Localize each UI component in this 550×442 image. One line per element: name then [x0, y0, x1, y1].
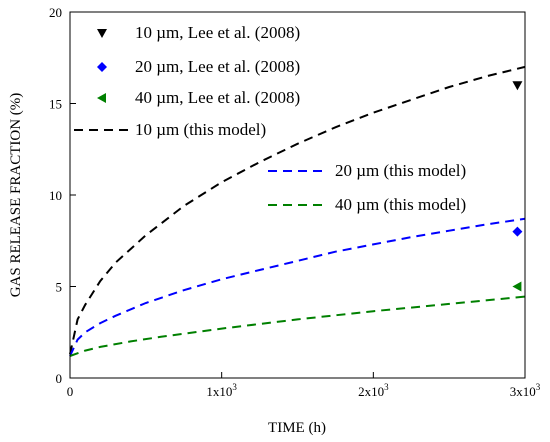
y-tick-label: 5	[56, 280, 63, 295]
y-tick-label: 0	[56, 371, 63, 386]
legend-item-40-um-lee-et-al-2008: 40 µm, Lee et al. (2008)	[97, 88, 300, 107]
data-point-40-um-lee-et-al-2008	[512, 281, 522, 292]
x-tick-label: 2x103	[358, 382, 389, 399]
legend-item-20-um-this-model: 20 µm (this model)	[268, 161, 466, 180]
legend-label: 40 µm (this model)	[335, 195, 466, 214]
legend-item-40-um-this-model: 40 µm (this model)	[268, 195, 466, 214]
ticks-layer: 0 1x103 2x103 3x103 0 5 10 15 20	[49, 5, 541, 399]
legend-label: 10 µm (this model)	[135, 120, 266, 139]
x-tick-label: 1x103	[206, 382, 237, 399]
legend-label: 20 µm (this model)	[335, 161, 466, 180]
x-tick-label: 0	[67, 384, 74, 399]
legend-label: 40 µm, Lee et al. (2008)	[135, 88, 300, 107]
x-axis-label: TIME (h)	[268, 420, 326, 436]
legend-item-10-um-lee-et-al-2008: 10 µm, Lee et al. (2008)	[97, 23, 300, 42]
legend-label: 10 µm, Lee et al. (2008)	[135, 23, 300, 42]
series-line-10-um-this-model	[69, 65, 526, 355]
data-point-10-um-lee-et-al-2008	[512, 81, 523, 91]
legend-item-20-um-lee-et-al-2008: 20 µm, Lee et al. (2008)	[97, 57, 300, 76]
legend-swatch	[97, 93, 106, 103]
series-line-20-um-this-model	[69, 217, 526, 357]
legend-item-10-um-this-model: 10 µm (this model)	[74, 120, 266, 139]
legend: 10 µm, Lee et al. (2008) 20 µm, Lee et al…	[74, 23, 466, 214]
legend-swatch	[97, 62, 107, 72]
legend-label: 20 µm, Lee et al. (2008)	[135, 57, 300, 76]
y-axis-label: GAS RELEASE FRACTION (%)	[8, 93, 24, 298]
series-line-40-um-this-model	[69, 295, 526, 357]
y-tick-label: 10	[49, 188, 62, 203]
x-tick-label: 3x103	[510, 382, 541, 399]
y-tick-label: 15	[49, 97, 62, 112]
y-tick-label: 20	[49, 5, 62, 20]
series-layer	[69, 65, 526, 357]
legend-swatch	[97, 29, 107, 38]
data-point-20-um-lee-et-al-2008	[512, 226, 523, 237]
